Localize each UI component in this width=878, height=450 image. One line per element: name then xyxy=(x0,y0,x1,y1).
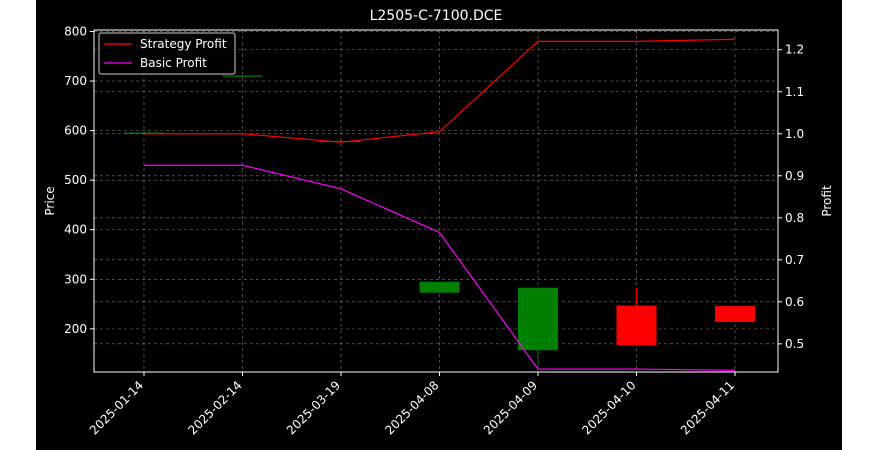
candle-body xyxy=(715,306,755,322)
legend-basic-label: Basic Profit xyxy=(140,56,207,70)
y-tick-label-left: 400 xyxy=(64,223,87,237)
candle-body xyxy=(616,305,657,346)
grid xyxy=(94,30,778,372)
x-tick-label: 2025-04-09 xyxy=(481,378,540,437)
y-tick-label-left: 200 xyxy=(64,322,87,336)
y-tick-label-right: 0.7 xyxy=(785,253,804,267)
x-axis: 2025-01-14 2025-02-14 2025-03-19 2025-04-08… xyxy=(87,372,737,437)
x-tick-label: 2025-01-14 xyxy=(87,378,146,437)
x-tick-label: 2025-04-11 xyxy=(678,378,737,437)
y-tick-label-right: 0.9 xyxy=(785,169,804,183)
y-tick-label-right: 1.2 xyxy=(785,43,804,57)
legend-strategy-label: Strategy Profit xyxy=(140,37,227,51)
y-tick-label-right: 0.5 xyxy=(785,337,804,351)
candles xyxy=(124,75,755,367)
x-tick-label: 2025-03-19 xyxy=(284,378,343,437)
y-tick-label-left: 500 xyxy=(64,173,87,187)
strategy-profit-line xyxy=(144,38,736,143)
y-tick-label-right: 0.6 xyxy=(785,295,804,309)
y-axis-right-label: Profit xyxy=(820,185,834,217)
candle-body xyxy=(518,287,558,351)
y-tick-label-right: 1.0 xyxy=(785,127,804,141)
x-tick-label: 2025-02-14 xyxy=(185,378,244,437)
y-axis-left: 200 300 400 500 600 700 800 xyxy=(64,24,94,336)
chart-figure: 200 300 400 500 600 700 800 0.5 0.6 0.7 0.8 0.9 1.0… xyxy=(36,0,842,450)
x-tick-label: 2025-04-10 xyxy=(579,378,638,437)
y-tick-label-left: 600 xyxy=(64,124,87,138)
y-axis-left-label: Price xyxy=(43,186,57,215)
profit-lines xyxy=(144,38,736,371)
legend-box xyxy=(98,32,236,75)
y-tick-label-right: 0.8 xyxy=(785,211,804,225)
x-tick-label: 2025-04-08 xyxy=(382,378,441,437)
chart-title: L2505-C-7100.DCE xyxy=(370,8,503,24)
basic-profit-line xyxy=(144,164,736,371)
y-tick-label-left: 800 xyxy=(64,24,87,38)
candlestick-chart: 200 300 400 500 600 700 800 0.5 0.6 0.7 0.8 0.9 1.0… xyxy=(43,8,834,437)
y-tick-label-left: 300 xyxy=(64,272,87,286)
plot-frame xyxy=(93,29,779,373)
y-tick-label-right: 1.1 xyxy=(785,85,804,99)
candle-body xyxy=(419,281,460,293)
y-tick-label-left: 700 xyxy=(64,74,87,88)
y-axis-right: 0.5 0.6 0.7 0.8 0.9 1.0 1.1 1.2 xyxy=(778,43,804,351)
legend: Strategy Profit Basic Profit xyxy=(98,32,236,75)
